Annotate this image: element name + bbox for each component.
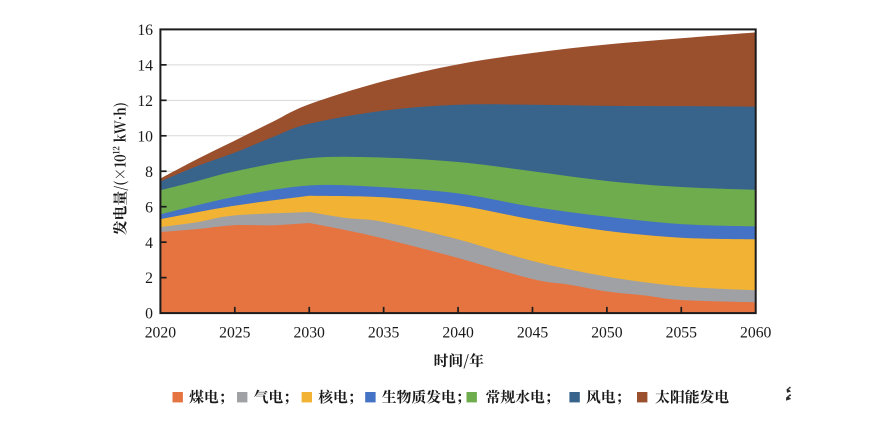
svg-text:2040: 2040 [442, 324, 474, 341]
svg-text:2055: 2055 [666, 324, 698, 341]
svg-text:2030: 2030 [294, 324, 326, 341]
svg-text:2025: 2025 [219, 324, 251, 341]
svg-text:2035: 2035 [368, 324, 400, 341]
svg-text:2020: 2020 [145, 324, 177, 341]
svg-text:16: 16 [137, 22, 153, 39]
svg-text:2060: 2060 [740, 324, 772, 341]
svg-text:2050: 2050 [591, 324, 623, 341]
svg-text:14: 14 [137, 58, 153, 75]
svg-text:6: 6 [145, 199, 153, 216]
svg-text:10: 10 [137, 128, 153, 145]
svg-text:2045: 2045 [517, 324, 549, 341]
svg-text:8: 8 [145, 164, 153, 181]
svg-text:2: 2 [145, 270, 153, 287]
svg-text:12: 12 [137, 93, 153, 110]
svg-text:4: 4 [145, 235, 153, 252]
svg-text:0: 0 [145, 306, 153, 323]
